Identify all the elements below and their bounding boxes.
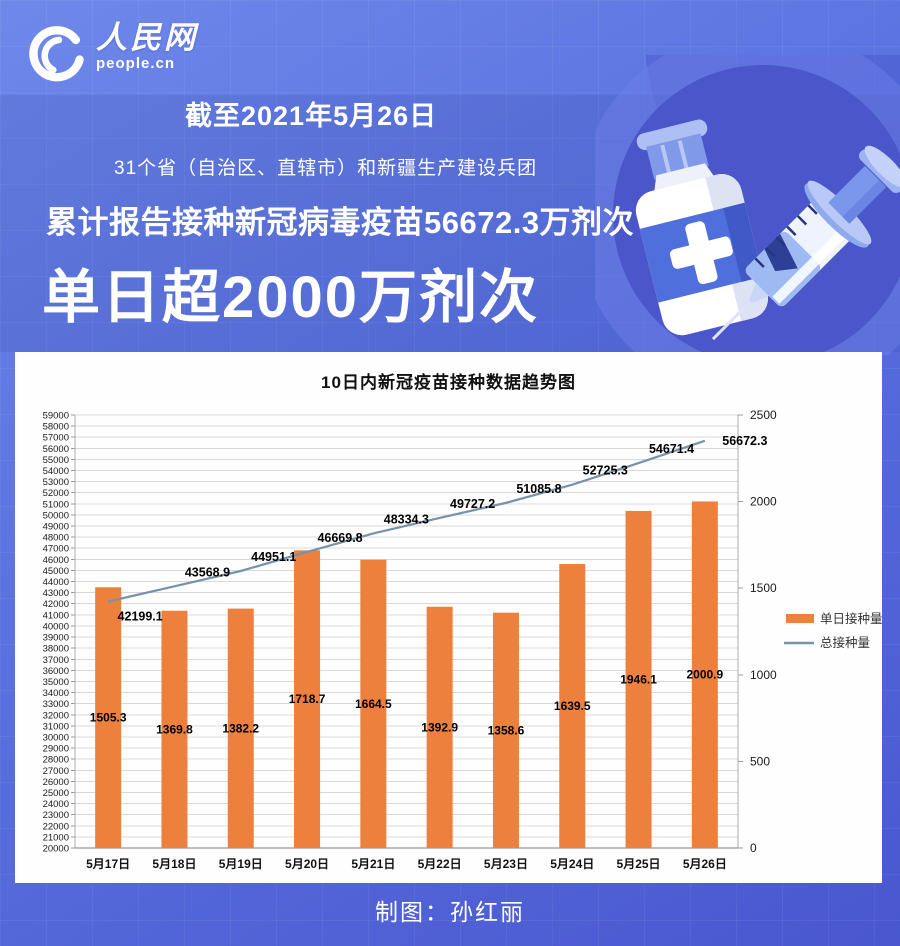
svg-text:38000: 38000 <box>43 644 69 655</box>
logo-text: 人民网 <box>96 20 198 55</box>
svg-text:46000: 46000 <box>43 555 69 566</box>
svg-text:23000: 23000 <box>43 810 69 821</box>
svg-text:1358.6: 1358.6 <box>488 723 525 737</box>
svg-text:47000: 47000 <box>43 544 69 555</box>
svg-text:0: 0 <box>750 841 757 855</box>
svg-text:43568.9: 43568.9 <box>185 565 230 579</box>
svg-text:48000: 48000 <box>43 533 69 544</box>
svg-text:总接种量: 总接种量 <box>820 635 870 650</box>
svg-text:25000: 25000 <box>43 788 69 799</box>
svg-text:22000: 22000 <box>43 821 69 832</box>
svg-text:5月18日: 5月18日 <box>152 857 196 871</box>
svg-text:39000: 39000 <box>43 633 69 644</box>
svg-text:58000: 58000 <box>43 422 69 433</box>
svg-text:20000: 20000 <box>43 844 69 855</box>
svg-text:1369.8: 1369.8 <box>156 722 193 736</box>
chart-panel: 10日内新冠疫苗接种数据趋势图 59000 58000 57000 56000 5500… <box>15 352 882 883</box>
svg-text:48334.3: 48334.3 <box>384 512 429 526</box>
svg-text:21000: 21000 <box>43 832 69 843</box>
svg-text:5月25日: 5月25日 <box>617 857 661 871</box>
svg-text:56672.3: 56672.3 <box>722 434 767 448</box>
vaccination-trend-chart: 5900058000570005600055000540005300052000… <box>43 408 882 871</box>
svg-text:1000: 1000 <box>750 668 777 682</box>
svg-text:24000: 24000 <box>43 799 69 810</box>
svg-text:5月21日: 5月21日 <box>351 857 395 871</box>
svg-text:54000: 54000 <box>43 466 69 477</box>
svg-text:1946.1: 1946.1 <box>620 672 657 686</box>
svg-text:51000: 51000 <box>43 499 69 510</box>
svg-text:28000: 28000 <box>43 755 69 766</box>
svg-text:33000: 33000 <box>43 699 69 710</box>
svg-text:500: 500 <box>750 754 770 768</box>
footer-credit: 制图：孙红丽 <box>375 899 525 925</box>
svg-text:2000: 2000 <box>750 495 777 509</box>
svg-text:51085.8: 51085.8 <box>516 482 561 496</box>
svg-text:44000: 44000 <box>43 577 69 588</box>
header-cumulative-line: 累计报告接种新冠病毒疫苗56672.3万剂次 <box>46 205 635 240</box>
svg-text:26000: 26000 <box>43 777 69 788</box>
svg-text:36000: 36000 <box>43 666 69 677</box>
header-headline: 单日超2000万剂次 <box>42 265 540 330</box>
vaccine-vial-icon <box>635 119 768 336</box>
svg-text:34000: 34000 <box>43 688 69 699</box>
svg-text:40000: 40000 <box>43 621 69 632</box>
svg-text:59000: 59000 <box>43 411 69 422</box>
svg-text:1505.3: 1505.3 <box>90 711 127 725</box>
svg-text:1718.7: 1718.7 <box>289 692 326 706</box>
svg-text:30000: 30000 <box>43 732 69 743</box>
svg-text:45000: 45000 <box>43 566 69 577</box>
svg-text:56000: 56000 <box>43 444 69 455</box>
svg-text:54671.4: 54671.4 <box>649 442 694 456</box>
vaccine-illustration <box>595 55 900 355</box>
svg-text:42000: 42000 <box>43 599 69 610</box>
svg-text:43000: 43000 <box>43 588 69 599</box>
svg-text:5月26日: 5月26日 <box>683 857 727 871</box>
svg-text:44951.1: 44951.1 <box>251 550 296 564</box>
svg-text:52000: 52000 <box>43 488 69 499</box>
syringe-icon <box>711 145 900 341</box>
svg-text:2000.9: 2000.9 <box>686 668 723 682</box>
svg-text:29000: 29000 <box>43 744 69 755</box>
svg-text:1392.9: 1392.9 <box>421 720 458 734</box>
svg-text:5月23日: 5月23日 <box>484 857 528 871</box>
svg-text:37000: 37000 <box>43 655 69 666</box>
svg-text:52725.3: 52725.3 <box>583 464 628 478</box>
logo-swirl-icon <box>29 26 84 82</box>
svg-text:41000: 41000 <box>43 610 69 621</box>
svg-text:32000: 32000 <box>43 710 69 721</box>
svg-text:5月24日: 5月24日 <box>550 857 594 871</box>
svg-text:42199.1: 42199.1 <box>118 610 163 624</box>
chart-title: 10日内新冠疫苗接种数据趋势图 <box>321 373 576 392</box>
svg-text:53000: 53000 <box>43 477 69 488</box>
svg-text:27000: 27000 <box>43 766 69 777</box>
svg-text:49727.2: 49727.2 <box>450 497 495 511</box>
svg-text:2500: 2500 <box>750 408 777 422</box>
svg-text:35000: 35000 <box>43 677 69 688</box>
svg-text:55000: 55000 <box>43 455 69 466</box>
svg-text:1639.5: 1639.5 <box>554 699 591 713</box>
svg-text:31000: 31000 <box>43 721 69 732</box>
logo-subtext: people.cn <box>96 55 176 72</box>
svg-text:46669.8: 46669.8 <box>317 531 362 545</box>
svg-text:1382.2: 1382.2 <box>222 721 259 735</box>
people-cn-logo: 人民网 people.cn <box>28 20 198 84</box>
svg-text:5月20日: 5月20日 <box>285 857 329 871</box>
svg-text:5月22日: 5月22日 <box>418 857 462 871</box>
svg-text:50000: 50000 <box>43 510 69 521</box>
svg-text:5月19日: 5月19日 <box>219 857 263 871</box>
svg-text:5月17日: 5月17日 <box>86 857 130 871</box>
svg-text:1500: 1500 <box>750 581 777 595</box>
header-date-line: 截至2021年5月26日 <box>185 101 438 131</box>
svg-text:57000: 57000 <box>43 433 69 444</box>
svg-text:单日接种量: 单日接种量 <box>820 611 882 626</box>
header-scope-line: 31个省（自治区、直辖市）和新疆生产建设兵团 <box>114 158 538 179</box>
svg-text:1664.5: 1664.5 <box>355 697 392 711</box>
svg-text:49000: 49000 <box>43 522 69 533</box>
